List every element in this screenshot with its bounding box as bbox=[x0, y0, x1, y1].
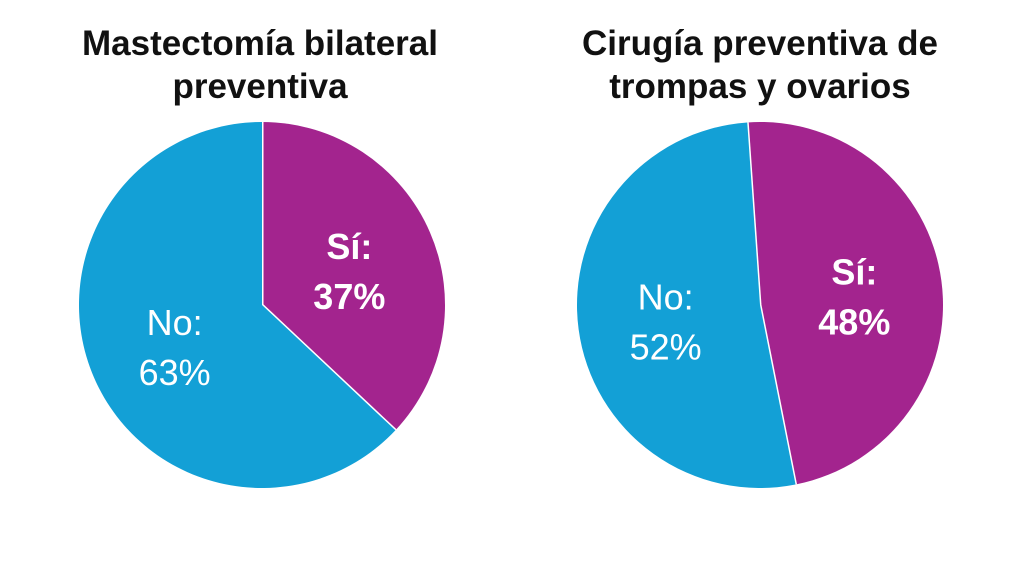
pie-slice-no bbox=[576, 122, 796, 489]
pie-value-si: 37% bbox=[313, 276, 385, 317]
chart-title-line: Cirugía preventiva de bbox=[582, 24, 938, 63]
pie-slice-si bbox=[262, 122, 445, 431]
chart-title-mastectomy: Mastectomía bilateral preventiva bbox=[30, 22, 490, 108]
chart-title-salpingo-oophorectomy: Cirugía preventiva de trompas y ovarios bbox=[530, 22, 990, 108]
pie-label-no: No: bbox=[147, 302, 203, 343]
pie-value-no: 63% bbox=[139, 352, 211, 393]
pie-value-si: 48% bbox=[818, 301, 890, 342]
pie-label-no: No: bbox=[638, 277, 694, 318]
pie-slice-no bbox=[78, 122, 396, 488]
pie-label-si: Sí: bbox=[326, 226, 372, 267]
pie-value-no: 52% bbox=[630, 327, 702, 368]
pie-slice-si bbox=[747, 121, 944, 485]
chart-title-line: trompas y ovarios bbox=[609, 67, 911, 106]
chart-title-line: preventiva bbox=[172, 67, 348, 106]
pie-label-si: Sí: bbox=[831, 251, 877, 292]
chart-title-line: Mastectomía bilateral bbox=[82, 24, 438, 63]
